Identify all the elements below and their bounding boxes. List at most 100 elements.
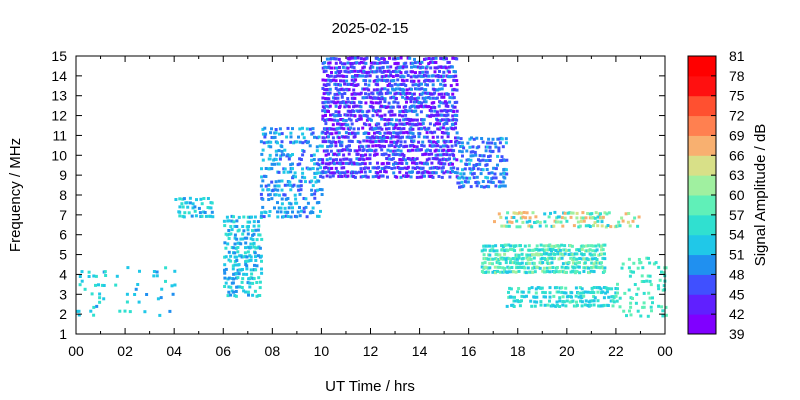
signal-point	[261, 205, 265, 209]
signal-point	[466, 158, 470, 162]
signal-point	[658, 278, 662, 282]
signal-point	[317, 135, 321, 139]
signal-point	[352, 127, 356, 131]
signal-point	[434, 56, 438, 60]
signal-point	[291, 153, 294, 156]
signal-point	[525, 294, 528, 298]
signal-point	[409, 109, 413, 113]
signal-point	[319, 209, 322, 213]
signal-point	[353, 56, 357, 60]
signal-point	[224, 255, 228, 259]
signal-point	[210, 201, 214, 205]
signal-point	[407, 109, 411, 113]
signal-point	[364, 74, 368, 78]
signal-point	[313, 175, 317, 179]
signal-point	[261, 188, 265, 192]
signal-point	[375, 174, 379, 178]
signal-point	[404, 105, 408, 109]
signal-point	[428, 166, 432, 170]
x-tick-label: 12	[363, 343, 379, 359]
signal-point	[417, 65, 420, 69]
signal-point	[596, 224, 600, 228]
signal-point	[491, 244, 495, 248]
signal-point	[375, 131, 379, 134]
signal-point	[240, 280, 244, 284]
signal-point	[340, 126, 344, 130]
signal-point	[338, 66, 341, 69]
signal-point	[315, 149, 319, 153]
signal-point	[516, 212, 520, 216]
signal-point	[526, 266, 530, 270]
signal-point	[449, 75, 453, 78]
signal-point	[531, 270, 535, 274]
signal-point	[528, 216, 532, 220]
signal-point	[321, 175, 325, 179]
signal-point	[330, 100, 334, 104]
signal-point	[415, 100, 419, 104]
signal-point	[246, 290, 250, 294]
signal-point	[497, 212, 501, 216]
signal-point	[324, 118, 327, 122]
signal-point	[490, 171, 494, 175]
signal-point	[164, 279, 167, 283]
signal-point	[453, 79, 457, 82]
signal-point	[233, 224, 237, 228]
signal-point	[371, 114, 375, 118]
signal-point	[551, 257, 555, 261]
signal-point	[235, 225, 239, 228]
signal-point	[469, 150, 473, 154]
signal-point	[239, 237, 243, 241]
signal-point	[324, 69, 328, 73]
signal-point	[415, 87, 419, 91]
signal-point	[241, 268, 244, 271]
signal-point	[387, 144, 391, 148]
signal-point	[341, 118, 345, 122]
signal-point	[289, 215, 293, 219]
signal-point	[600, 265, 604, 269]
signal-point	[94, 283, 97, 287]
signal-point	[483, 265, 487, 269]
signal-point	[404, 113, 408, 117]
y-tick-label: 2	[59, 306, 67, 322]
signal-point	[229, 293, 233, 297]
signal-point	[412, 161, 416, 165]
signal-point	[648, 279, 652, 283]
signal-point	[252, 224, 256, 228]
signal-point	[559, 256, 562, 260]
signal-point	[411, 132, 415, 136]
signal-point	[342, 166, 346, 170]
signal-point	[475, 163, 479, 166]
signal-point	[125, 300, 129, 304]
signal-point	[343, 101, 347, 105]
signal-point	[372, 88, 376, 92]
signal-point	[412, 118, 416, 122]
signal-point	[260, 267, 263, 271]
signal-point	[429, 130, 433, 134]
signal-point	[143, 310, 147, 314]
signal-point	[362, 114, 366, 118]
signal-point	[577, 291, 581, 295]
signal-point	[445, 57, 448, 61]
signal-point	[466, 141, 470, 145]
signal-point	[561, 270, 565, 274]
signal-point	[486, 266, 490, 270]
signal-point	[340, 144, 344, 148]
signal-point	[362, 122, 366, 126]
signal-point	[558, 270, 562, 273]
signal-point	[384, 170, 388, 174]
signal-point	[527, 290, 531, 294]
signal-point	[347, 117, 351, 121]
signal-point	[298, 127, 302, 131]
signal-point	[572, 304, 576, 308]
signal-point	[371, 101, 375, 105]
signal-point	[283, 167, 287, 171]
signal-point	[491, 181, 495, 184]
signal-point	[377, 122, 381, 126]
signal-point	[367, 132, 371, 135]
signal-point	[531, 211, 535, 215]
signal-point	[459, 159, 463, 163]
signal-point	[223, 241, 227, 245]
signal-point	[337, 161, 341, 165]
signal-point	[504, 141, 508, 145]
signal-point	[377, 57, 381, 61]
